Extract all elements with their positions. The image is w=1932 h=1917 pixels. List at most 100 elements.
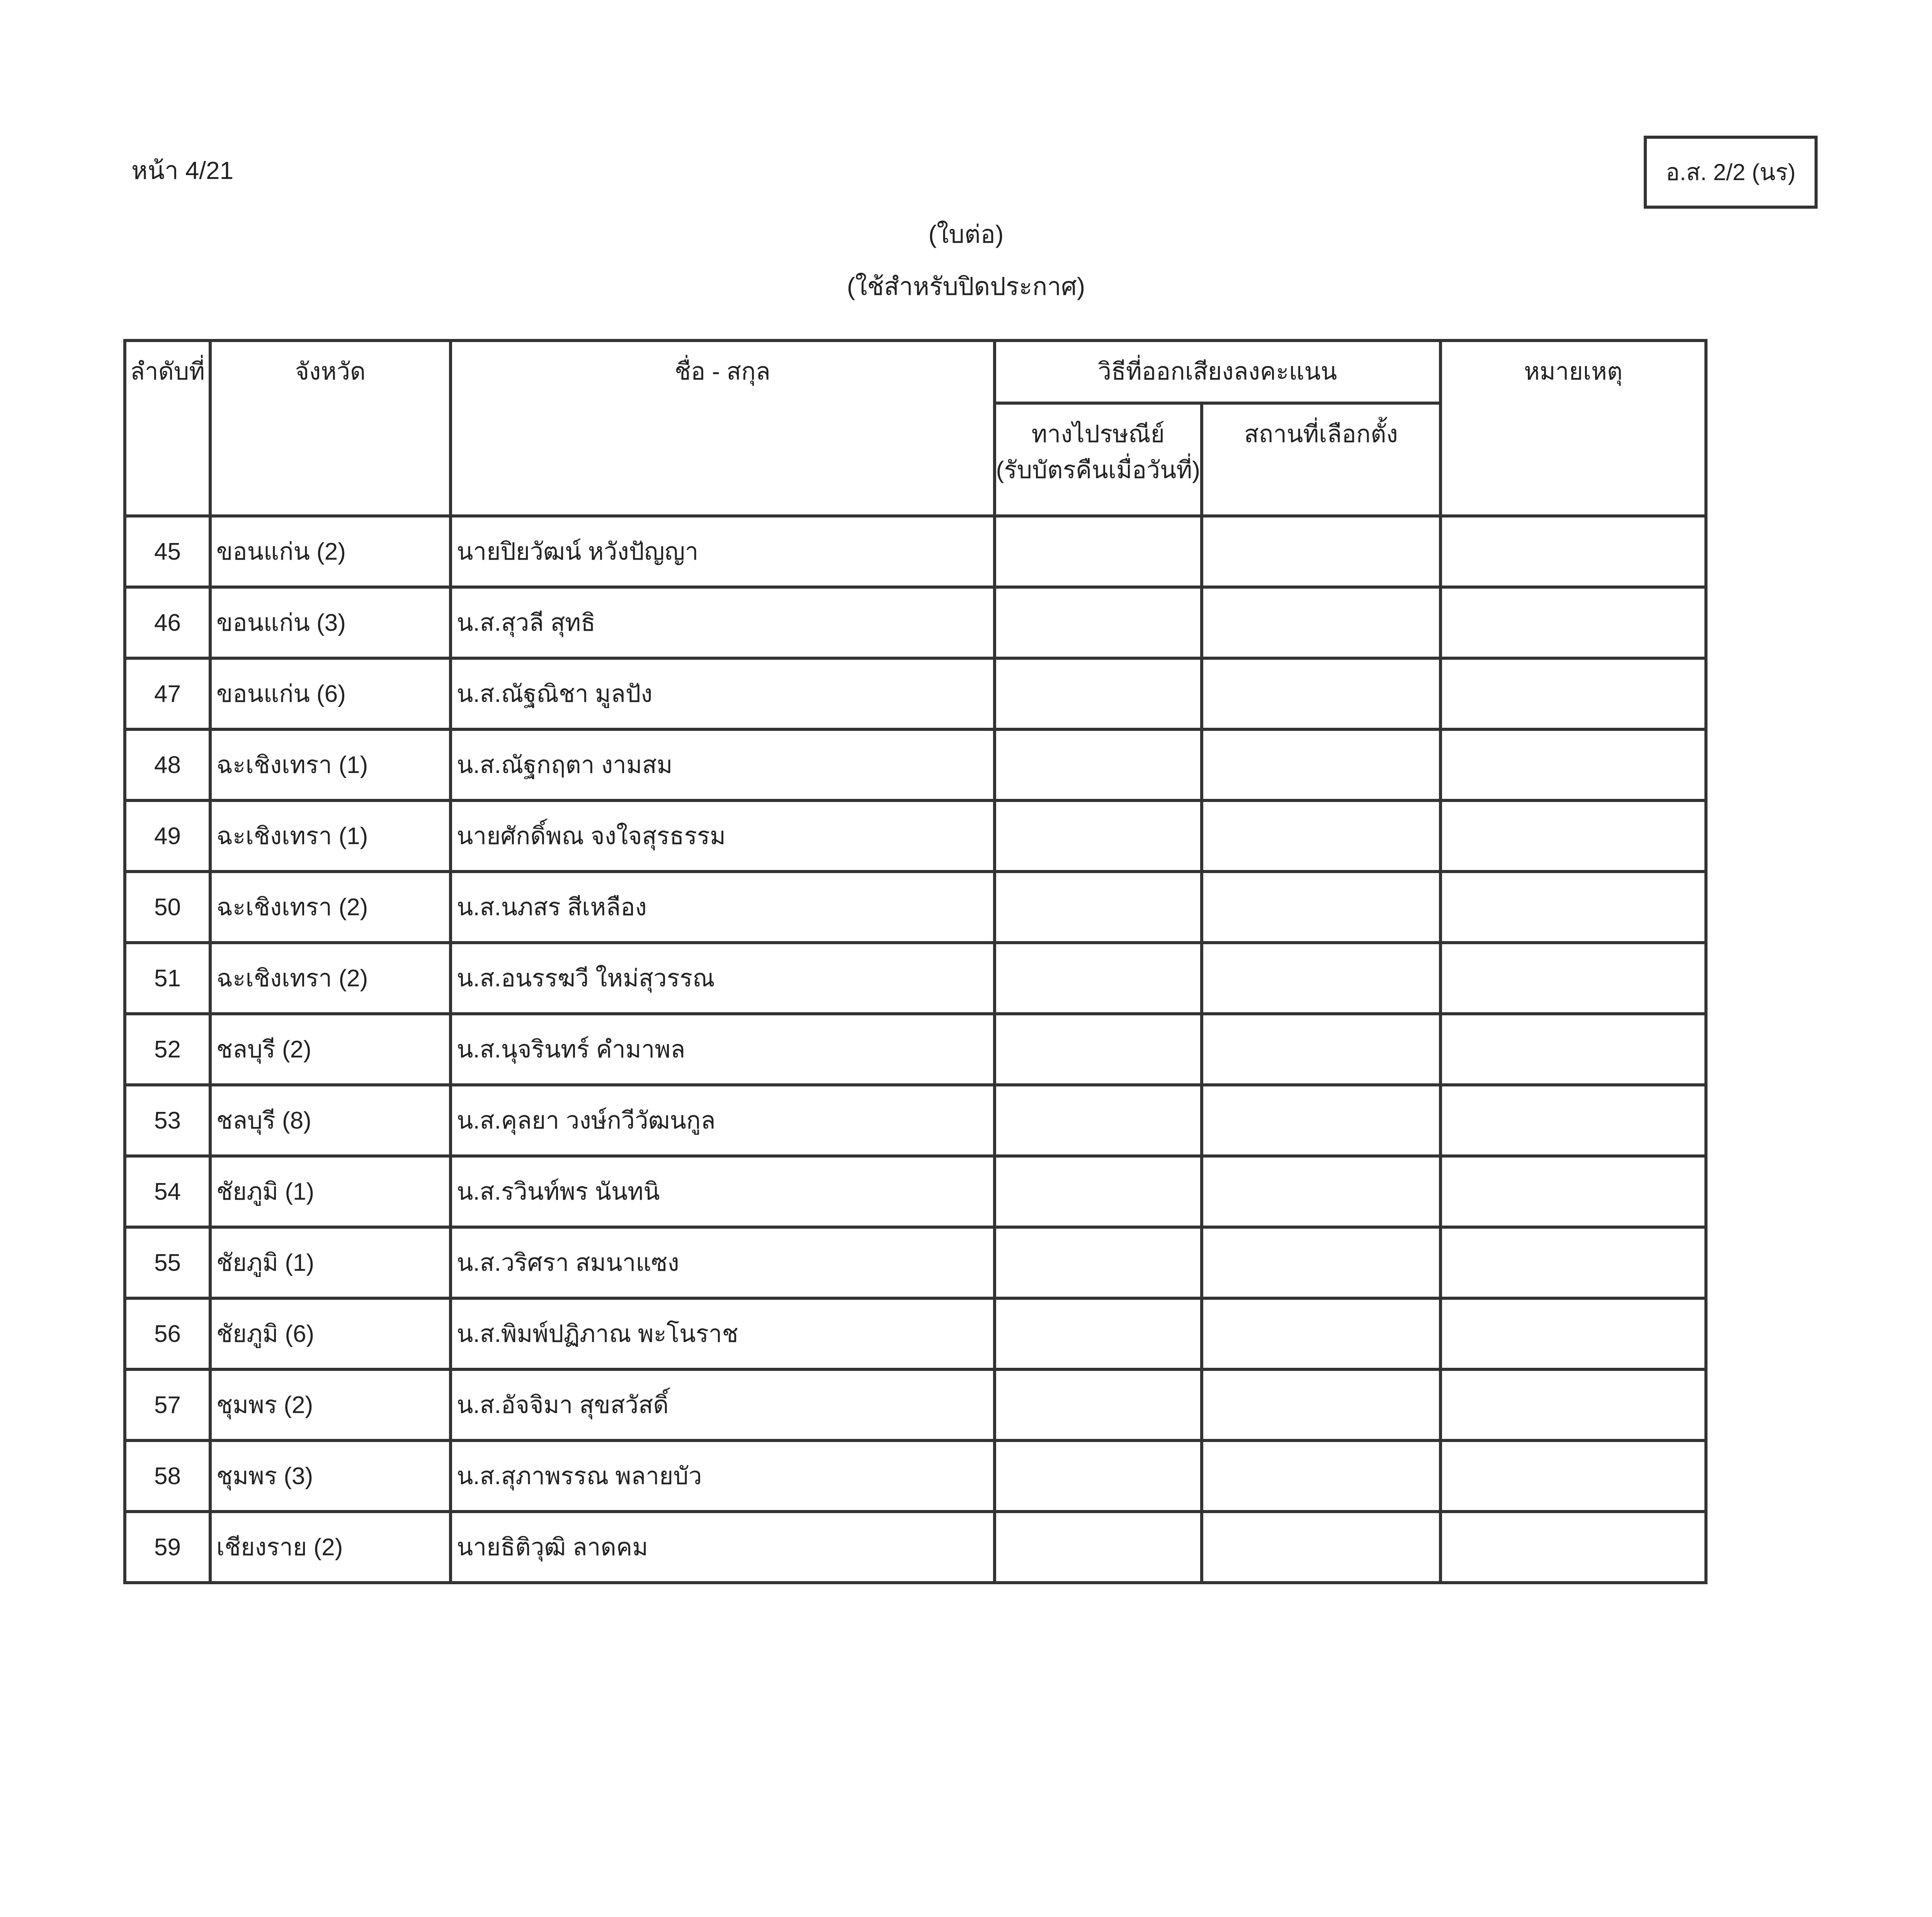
cell-postal <box>993 1012 1203 1086</box>
cell-no: 45 <box>123 514 212 589</box>
header-voting-method: วิธีที่ออกเสียงลงคะแนน <box>993 339 1442 405</box>
cell-postal <box>993 586 1203 660</box>
cell-no: 55 <box>123 1226 212 1300</box>
cell-remarks <box>1439 1154 1708 1229</box>
cell-no: 49 <box>123 799 212 873</box>
cell-province: ฉะเชิงเทรา (1) <box>208 728 452 802</box>
cell-polling-station <box>1200 514 1442 589</box>
cell-polling-station <box>1200 870 1442 944</box>
form-code-box: อ.ส. 2/2 (นร) <box>1644 136 1818 209</box>
cell-postal <box>993 1154 1203 1229</box>
cell-remarks <box>1439 1368 1708 1442</box>
cell-polling-station <box>1200 728 1442 802</box>
cell-name: นายปิยวัฒน์ หวังปัญญา <box>449 514 996 589</box>
cell-name: น.ส.อนรรฆวี ใหม่สุวรรณ <box>449 941 996 1015</box>
cell-polling-station <box>1200 1510 1442 1584</box>
cell-province: เชียงราย (2) <box>208 1510 452 1584</box>
table-row: 48 ฉะเชิงเทรา (1) น.ส.ณัฐกฤตา งามสม <box>123 728 1708 802</box>
cell-remarks <box>1439 1510 1708 1584</box>
cell-name: น.ส.คุลยา วงษ์กวีวัฒนกูล <box>449 1083 996 1158</box>
cell-no: 54 <box>123 1154 212 1229</box>
cell-no: 48 <box>123 728 212 802</box>
cell-polling-station <box>1200 1154 1442 1229</box>
table-row: 46 ขอนแก่น (3) น.ส.สุวลี สุทธิ <box>123 586 1708 660</box>
cell-no: 47 <box>123 657 212 731</box>
cell-province: ฉะเชิงเทรา (2) <box>208 941 452 1015</box>
cell-remarks <box>1439 799 1708 873</box>
cell-no: 57 <box>123 1368 212 1442</box>
cell-postal <box>993 1510 1203 1584</box>
cell-no: 56 <box>123 1297 212 1371</box>
cell-name: น.ส.พิมพ์ปฏิภาณ พะโนราช <box>449 1297 996 1371</box>
cell-province: ชัยภูมิ (6) <box>208 1297 452 1371</box>
cell-polling-station <box>1200 1297 1442 1371</box>
header-province: จังหวัด <box>208 339 452 518</box>
cell-province: ชัยภูมิ (1) <box>208 1226 452 1300</box>
cell-remarks <box>1439 1226 1708 1300</box>
cell-province: ชุมพร (2) <box>208 1368 452 1442</box>
cell-postal <box>993 1297 1203 1371</box>
cell-postal <box>993 799 1203 873</box>
cell-name: น.ส.สุภาพรรณ พลายบัว <box>449 1439 996 1513</box>
table-row: 47 ขอนแก่น (6) น.ส.ณัฐณิชา มูลปัง <box>123 657 1708 731</box>
cell-polling-station <box>1200 657 1442 731</box>
page-number: หน้า 4/21 <box>131 157 234 184</box>
cell-province: ฉะเชิงเทรา (1) <box>208 799 452 873</box>
cell-name: นายศักดิ์พณ จงใจสุรธรรม <box>449 799 996 873</box>
cell-remarks <box>1439 657 1708 731</box>
subtitle-purpose: (ใช้สำหรับปิดประกาศ) <box>847 272 1085 300</box>
cell-polling-station <box>1200 941 1442 1015</box>
cell-remarks <box>1439 941 1708 1015</box>
cell-province: ชลบุรี (2) <box>208 1012 452 1086</box>
cell-remarks <box>1439 514 1708 589</box>
header-polling-station: สถานที่เลือกตั้ง <box>1200 402 1442 518</box>
cell-postal <box>993 657 1203 731</box>
form-code: อ.ส. 2/2 (นร) <box>1666 159 1796 185</box>
table-row: 52 ชลบุรี (2) น.ส.นุจรินทร์ คำมาพล <box>123 1012 1708 1086</box>
header-name: ชื่อ - สกุล <box>449 339 996 518</box>
cell-remarks <box>1439 1297 1708 1371</box>
cell-province: ชลบุรี (8) <box>208 1083 452 1158</box>
cell-polling-station <box>1200 1083 1442 1158</box>
table-row: 45 ขอนแก่น (2) นายปิยวัฒน์ หวังปัญญา <box>123 514 1708 589</box>
table-row: 53 ชลบุรี (8) น.ส.คุลยา วงษ์กวีวัฒนกูล <box>123 1083 1708 1158</box>
header-postal-label: ทางไปรษณีย์ <box>1031 421 1165 448</box>
cell-polling-station <box>1200 799 1442 873</box>
table-row: 55 ชัยภูมิ (1) น.ส.วริศรา สมนาแซง <box>123 1226 1708 1300</box>
cell-remarks <box>1439 870 1708 944</box>
cell-polling-station <box>1200 586 1442 660</box>
cell-postal <box>993 728 1203 802</box>
cell-no: 50 <box>123 870 212 944</box>
cell-name: น.ส.นภสร สีเหลือง <box>449 870 996 944</box>
cell-name: น.ส.วริศรา สมนาแซง <box>449 1226 996 1300</box>
cell-postal <box>993 870 1203 944</box>
cell-remarks <box>1439 1439 1708 1513</box>
cell-polling-station <box>1200 1439 1442 1513</box>
cell-no: 59 <box>123 1510 212 1584</box>
cell-name: น.ส.ณัฐกฤตา งามสม <box>449 728 996 802</box>
cell-province: ชุมพร (3) <box>208 1439 452 1513</box>
table-row: 58 ชุมพร (3) น.ส.สุภาพรรณ พลายบัว <box>123 1439 1708 1513</box>
cell-province: ขอนแก่น (6) <box>208 657 452 731</box>
cell-postal <box>993 1439 1203 1513</box>
cell-name: น.ส.นุจรินทร์ คำมาพล <box>449 1012 996 1086</box>
cell-postal <box>993 1226 1203 1300</box>
cell-no: 53 <box>123 1083 212 1158</box>
header-postal-note: (รับบัตรคืนเมื่อวันที่) <box>996 457 1200 484</box>
cell-postal <box>993 514 1203 589</box>
cell-polling-station <box>1200 1226 1442 1300</box>
cell-name: น.ส.รวินท์พร นันทนิ <box>449 1154 996 1229</box>
header-remarks: หมายเหตุ <box>1439 339 1708 518</box>
table-row: 54 ชัยภูมิ (1) น.ส.รวินท์พร นันทนิ <box>123 1154 1708 1229</box>
cell-name: นายธิติวุฒิ ลาดคม <box>449 1510 996 1584</box>
cell-no: 58 <box>123 1439 212 1513</box>
cell-no: 52 <box>123 1012 212 1086</box>
cell-no: 46 <box>123 586 212 660</box>
cell-name: น.ส.ณัฐณิชา มูลปัง <box>449 657 996 731</box>
cell-remarks <box>1439 728 1708 802</box>
table-row: 59 เชียงราย (2) นายธิติวุฒิ ลาดคม <box>123 1510 1708 1584</box>
cell-province: ชัยภูมิ (1) <box>208 1154 452 1229</box>
cell-remarks <box>1439 1083 1708 1158</box>
cell-polling-station <box>1200 1368 1442 1442</box>
cell-province: ขอนแก่น (2) <box>208 514 452 589</box>
